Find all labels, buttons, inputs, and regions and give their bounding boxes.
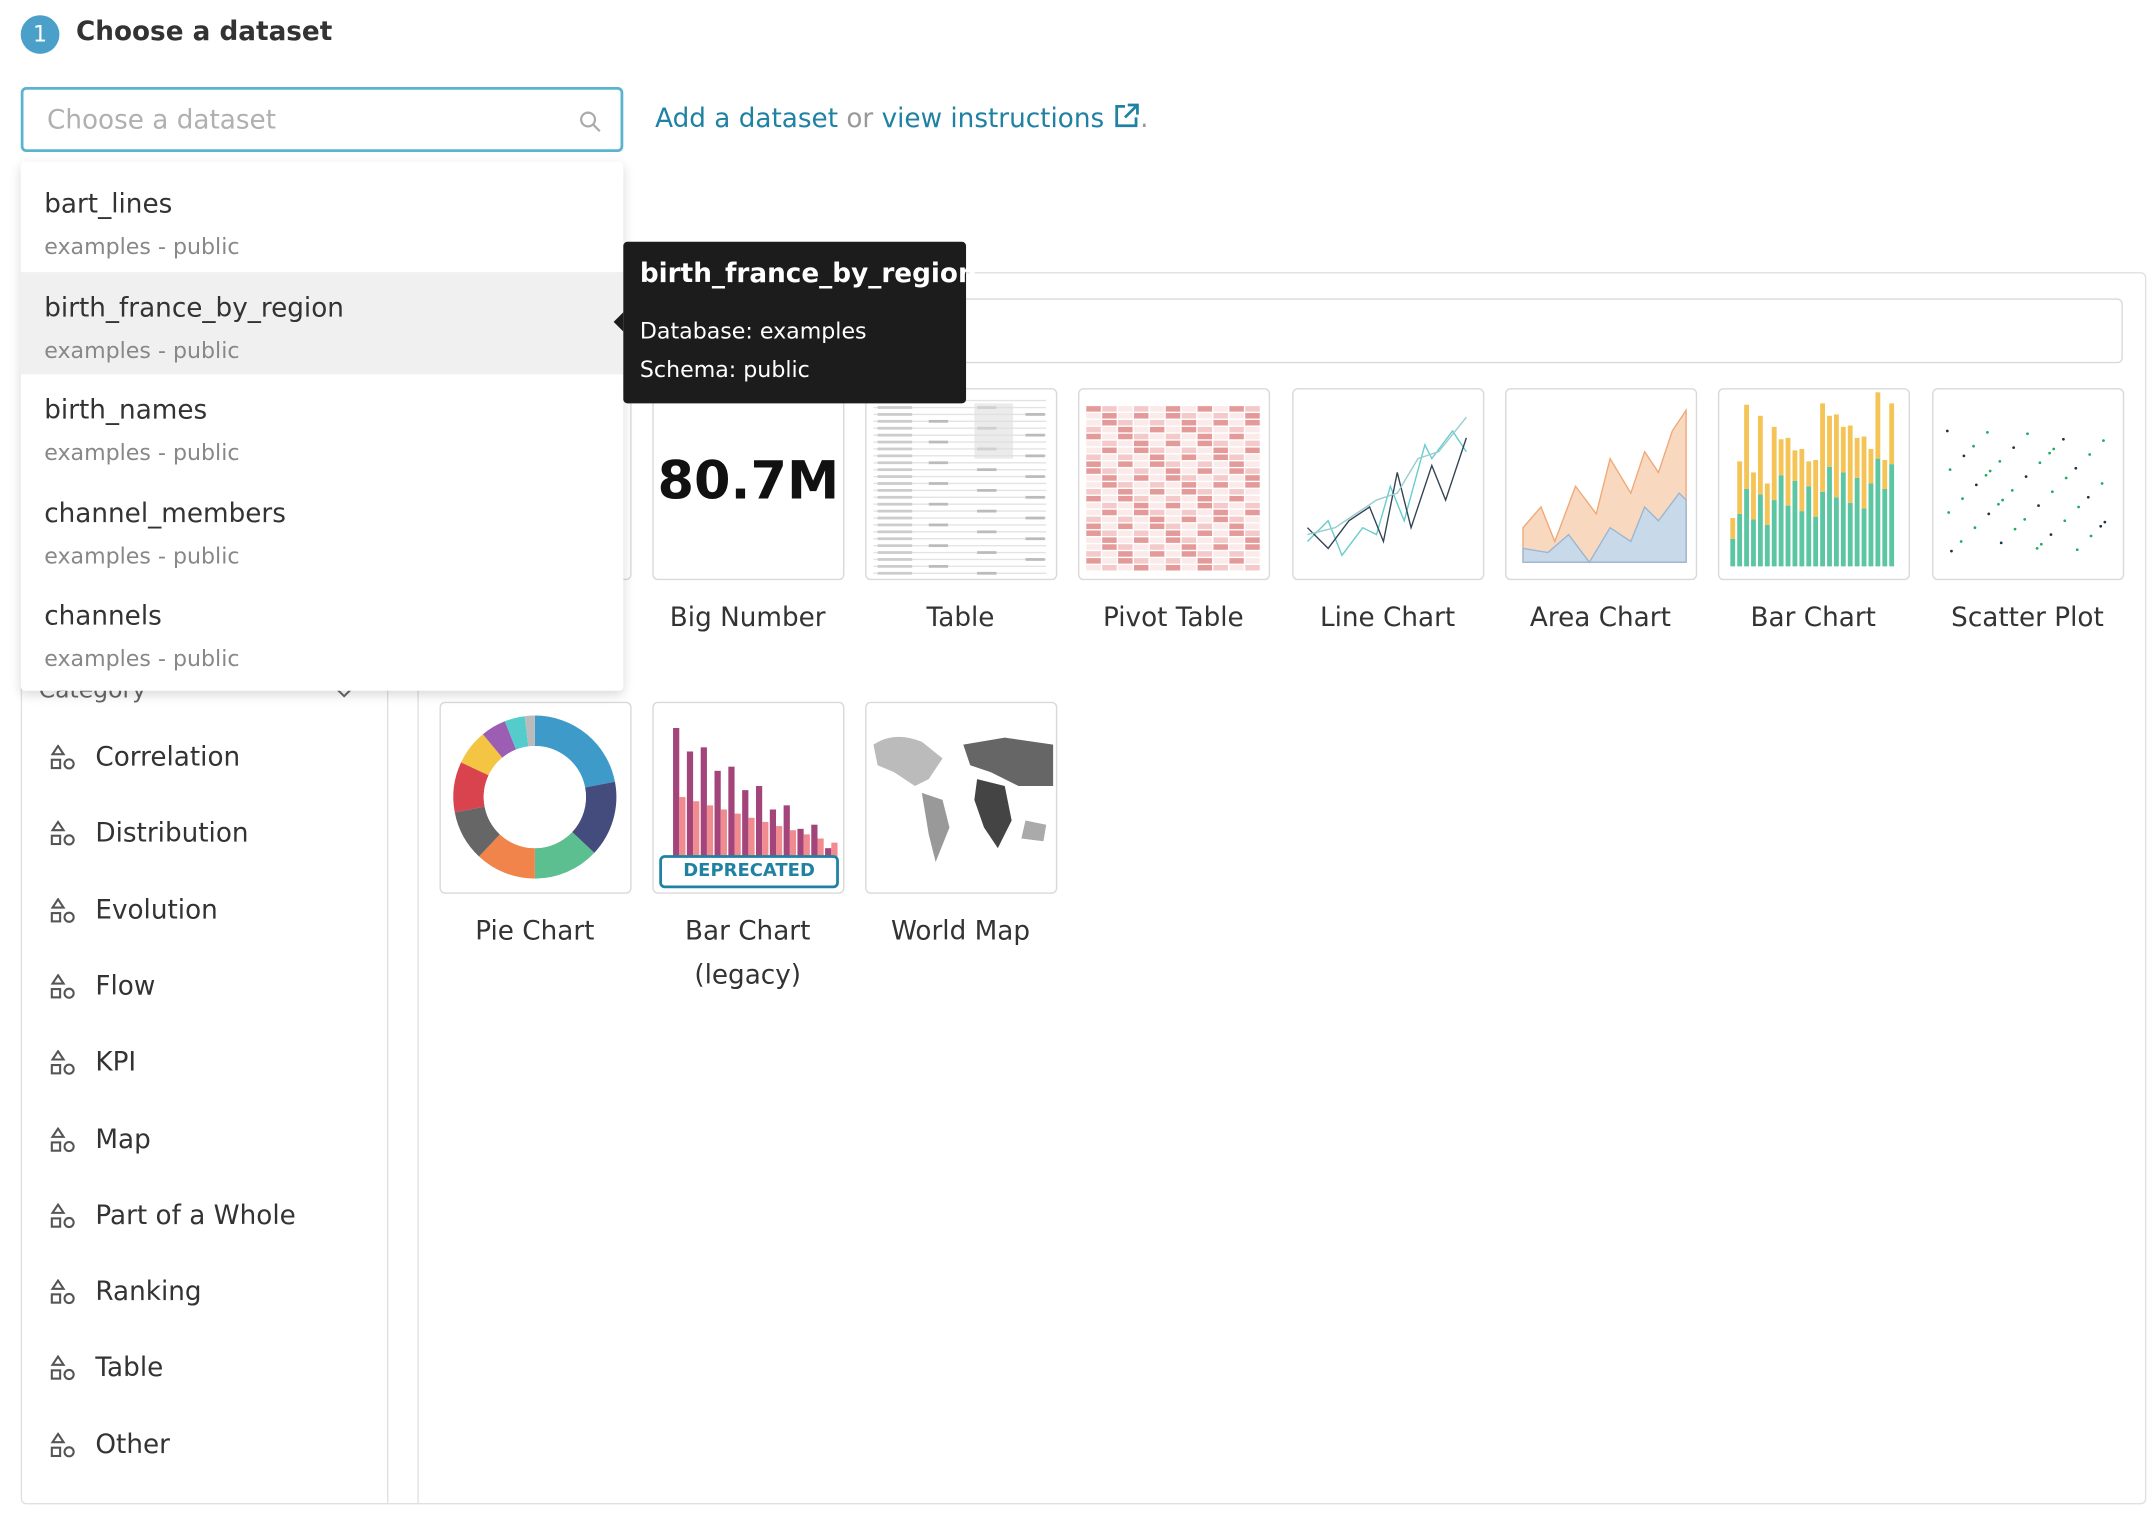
category-item[interactable]: Evolution	[50, 895, 218, 928]
section-title: Choose a dataset	[76, 16, 333, 47]
option-name: channel_members	[44, 497, 286, 529]
viz-thumb[interactable]: DEPRECATED	[652, 701, 845, 894]
category-item[interactable]: KPI	[50, 1047, 136, 1080]
category-label: Other	[95, 1429, 170, 1460]
viz-thumb[interactable]	[1717, 388, 1910, 581]
viz-thumb[interactable]: 80.7M	[652, 388, 845, 581]
category-item[interactable]: Ranking	[50, 1277, 202, 1310]
dataset-option[interactable]: bart_lines examples - public	[21, 169, 624, 271]
dataset-option[interactable]: channel_members examples - public	[21, 477, 624, 579]
viz-thumb[interactable]	[1932, 388, 2125, 581]
viz-label[interactable]: Big Number	[669, 602, 826, 633]
category-item[interactable]: Part of a Whole	[50, 1200, 296, 1233]
tooltip: birth_france_by_region Database: example…	[623, 241, 977, 404]
viz-thumb[interactable]	[865, 701, 1058, 894]
category-label: Part of a Whole	[95, 1200, 296, 1231]
thumb-art	[1730, 392, 1895, 567]
category-icon	[50, 1279, 75, 1305]
dataset-select[interactable]: Choose a dataset	[20, 87, 624, 152]
viz-thumb[interactable]	[1292, 388, 1485, 581]
category-label: Ranking	[95, 1276, 202, 1307]
category-icon	[50, 820, 75, 846]
viz-label[interactable]: Scatter Plot	[1951, 602, 2104, 633]
category-icon	[50, 1432, 75, 1458]
category-icon	[50, 1050, 75, 1076]
category-icon	[50, 1202, 75, 1228]
step-badge: 1	[20, 15, 60, 54]
option-subtitle: examples - public	[44, 439, 240, 466]
option-subtitle: examples - public	[44, 336, 240, 363]
thumb-art	[1522, 407, 1687, 564]
dataset-option[interactable]: birth_france_by_region examples - public	[20, 271, 624, 374]
thumb-art	[453, 715, 617, 879]
instructions-link[interactable]: view instructions	[881, 103, 1105, 134]
category-icon	[50, 973, 75, 999]
tooltip-schema: Schema: public	[639, 356, 810, 383]
viz-label[interactable]: Bar Chart (legacy)	[684, 915, 811, 991]
category-icon	[50, 1126, 75, 1152]
category-label: Map	[95, 1123, 151, 1155]
viz-label[interactable]: Line Chart	[1319, 602, 1456, 633]
viz-thumb[interactable]	[1077, 388, 1271, 581]
viz-thumb[interactable]	[865, 388, 1058, 581]
placeholder: Choose a dataset	[46, 104, 276, 136]
viz-label[interactable]: World Map	[891, 915, 1031, 947]
thumb-art	[873, 736, 1054, 862]
category-item[interactable]: Correlation	[50, 742, 240, 775]
viz-thumb[interactable]	[1505, 388, 1698, 581]
big-number: 80.7M	[657, 450, 840, 512]
category-item[interactable]: Distribution	[50, 818, 249, 851]
viz-thumb[interactable]	[439, 701, 632, 894]
divider	[417, 273, 419, 1503]
viz-label[interactable]: Table	[926, 602, 995, 633]
or-text: or	[846, 103, 874, 134]
category-item[interactable]: Table	[50, 1352, 164, 1386]
external-icon	[1115, 103, 1139, 128]
tooltip-title: birth_france_by_region	[639, 258, 977, 289]
dataset-option[interactable]: birth_names examples - public	[21, 374, 624, 476]
thumb-art	[673, 727, 838, 867]
category-label: Distribution	[95, 818, 249, 849]
links: Add a dataset or view instructions .	[655, 102, 1149, 134]
category-item[interactable]: Flow	[50, 970, 156, 1004]
option-subtitle: examples - public	[44, 645, 240, 672]
add-dataset-link[interactable]: Add a dataset	[655, 103, 838, 134]
category-label: Correlation	[95, 741, 241, 773]
viz-label[interactable]: Area Chart	[1529, 602, 1671, 633]
category-label: Table	[95, 1352, 164, 1384]
category-icon	[50, 744, 75, 770]
thumb-art	[1086, 406, 1260, 571]
thumb-art	[1945, 429, 2107, 553]
tooltip-database: Database: examples	[639, 317, 867, 344]
thumb-art	[873, 399, 1047, 575]
category-item[interactable]: Map	[50, 1124, 151, 1157]
category-label: Evolution	[95, 894, 218, 925]
category-item[interactable]: Other	[50, 1429, 170, 1462]
viz-label[interactable]: Pie Chart	[475, 915, 595, 947]
search-icon	[580, 111, 601, 133]
dataset-option[interactable]: channels examples - public	[21, 580, 624, 682]
option-name: birth_france_by_region	[44, 292, 344, 323]
tooltip-arrow	[613, 312, 624, 332]
dataset-dropdown: bart_lines examples - public birth_france_…	[20, 161, 624, 691]
option-name: channels	[44, 600, 162, 632]
viz-label[interactable]: Bar Chart	[1750, 602, 1876, 633]
option-name: birth_names	[44, 395, 208, 426]
deprecated-badge: DEPRECATED	[659, 855, 839, 889]
category-icon	[50, 897, 75, 923]
thumb-art	[1306, 416, 1468, 557]
category-icon	[50, 1355, 75, 1381]
option-subtitle: examples - public	[44, 233, 240, 260]
category-label: KPI	[95, 1047, 137, 1078]
category-label: Flow	[95, 970, 156, 1002]
viz-label[interactable]: Pivot Table	[1103, 602, 1244, 633]
option-subtitle: examples - public	[44, 542, 240, 569]
period: .	[1140, 103, 1149, 134]
option-name: bart_lines	[44, 189, 173, 220]
